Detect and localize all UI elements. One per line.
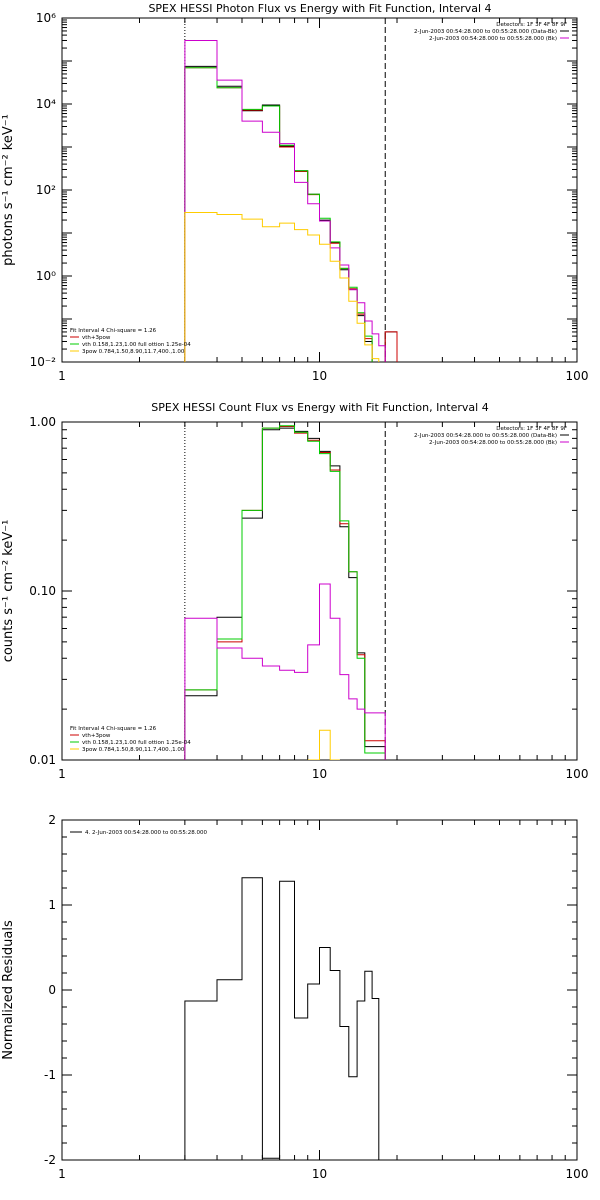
legend-entry-text: 3pow 0.784,1.50,8.90,11.7,400.,1.00 bbox=[82, 349, 185, 355]
series-line-0 bbox=[184, 877, 386, 1160]
legend-entry-text: 2-Jun-2003 00:54:28.000 to 00:55:28.000 … bbox=[429, 440, 557, 446]
plot-frame bbox=[61, 819, 578, 1161]
y-tick-label: -1 bbox=[44, 1068, 56, 1082]
y-tick-label: 1.00 bbox=[29, 415, 56, 429]
y-tick-label: 10² bbox=[36, 183, 56, 197]
plot-frame bbox=[61, 17, 578, 363]
legend-entry-text: vth 0.158,1.23,1.00 full ottion 1.25e-04 bbox=[82, 740, 191, 746]
x-tick-label: 100 bbox=[566, 767, 589, 781]
plot-area bbox=[184, 877, 386, 1160]
series-line-2 bbox=[184, 425, 386, 760]
x-tick-label: 1 bbox=[58, 767, 66, 781]
y-tick-label: -2 bbox=[44, 1153, 56, 1167]
y-axis-label: photons s⁻¹ cm⁻² keV⁻¹ bbox=[1, 114, 16, 266]
y-axis-label: Normalized Residuals bbox=[1, 920, 16, 1060]
series-line-4 bbox=[184, 212, 398, 362]
y-tick-label: 2 bbox=[48, 813, 56, 827]
residuals-panel: 1 10 100 -2 -1 0 1 2 Normalized Residuals 4. 2-Ju… bbox=[1, 813, 588, 1181]
series-line-4 bbox=[307, 729, 340, 760]
x-tick-label: 1 bbox=[58, 1167, 66, 1181]
legend-entry-text: vth 0.158,1.23,1.00 full ottion 1.25e-04 bbox=[82, 342, 191, 348]
legend-entry-text: 2-Jun-2003 00:54:28.000 to 00:55:28.000 … bbox=[414, 433, 557, 439]
x-tick-label: 100 bbox=[566, 1167, 589, 1181]
series-line-0 bbox=[184, 65, 398, 362]
plot-area bbox=[184, 18, 398, 362]
series-line-3 bbox=[184, 583, 386, 760]
legend-entry-text: 4. 2-Jun-2003 00:54:28.000 to 00:55:28.0… bbox=[85, 830, 208, 836]
y-tick-label: 10⁴ bbox=[36, 97, 56, 111]
y-tick-label: 0 bbox=[48, 983, 56, 997]
x-tick-label: 1 bbox=[58, 369, 66, 383]
y-tick-label: 0.01 bbox=[29, 753, 56, 767]
x-tick-label: 10 bbox=[312, 369, 327, 383]
y-tick-label: 10⁻² bbox=[30, 355, 57, 369]
legend-entry-text: 2-Jun-2003 00:54:28.000 to 00:55:28.000 … bbox=[429, 36, 557, 42]
legend-bottom-header: Fit Interval 4 Chi-square = 1.26 bbox=[70, 726, 157, 732]
legend-entry-text: vth+3pow bbox=[82, 733, 111, 739]
legend-entry-text: 3pow 0.784,1.50,8.90,11.7,400.,1.00 bbox=[82, 747, 185, 753]
y-tick-label: 0.10 bbox=[29, 584, 56, 598]
y-tick-label: 10⁶ bbox=[36, 11, 56, 25]
y-axis-label: counts s⁻¹ cm⁻² keV⁻¹ bbox=[1, 520, 16, 663]
legend-entry-text: vth+3pow bbox=[82, 335, 111, 341]
series-line-1 bbox=[184, 426, 386, 760]
legend-top-header: Detectors: 1F 3F 4F 8F 9F bbox=[496, 22, 567, 28]
photon-flux-panel: SPEX HESSI Photon Flux vs Energy with Fi… bbox=[1, 2, 589, 383]
photon-flux-title: SPEX HESSI Photon Flux vs Energy with Fi… bbox=[148, 2, 491, 15]
count-flux-title: SPEX HESSI Count Flux vs Energy with Fit… bbox=[151, 401, 488, 414]
x-tick-label: 10 bbox=[312, 1167, 327, 1181]
legend-top-header: Detectors: 1F 3F 4F 8F 9F bbox=[496, 426, 567, 432]
plot-area bbox=[184, 422, 386, 760]
series-line-0 bbox=[184, 427, 386, 760]
legend-bottom-header: Fit Interval 4 Chi-square = 1.26 bbox=[70, 328, 157, 334]
y-tick-label: 10⁰ bbox=[36, 269, 56, 283]
count-flux-panel: SPEX HESSI Count Flux vs Energy with Fit… bbox=[1, 401, 588, 781]
series-line-3 bbox=[184, 40, 398, 362]
x-tick-label: 100 bbox=[566, 369, 589, 383]
y-tick-label: 1 bbox=[48, 898, 56, 912]
x-tick-label: 10 bbox=[312, 767, 327, 781]
legend-entry-text: 2-Jun-2003 00:54:28.000 to 00:55:28.000 … bbox=[414, 29, 557, 35]
